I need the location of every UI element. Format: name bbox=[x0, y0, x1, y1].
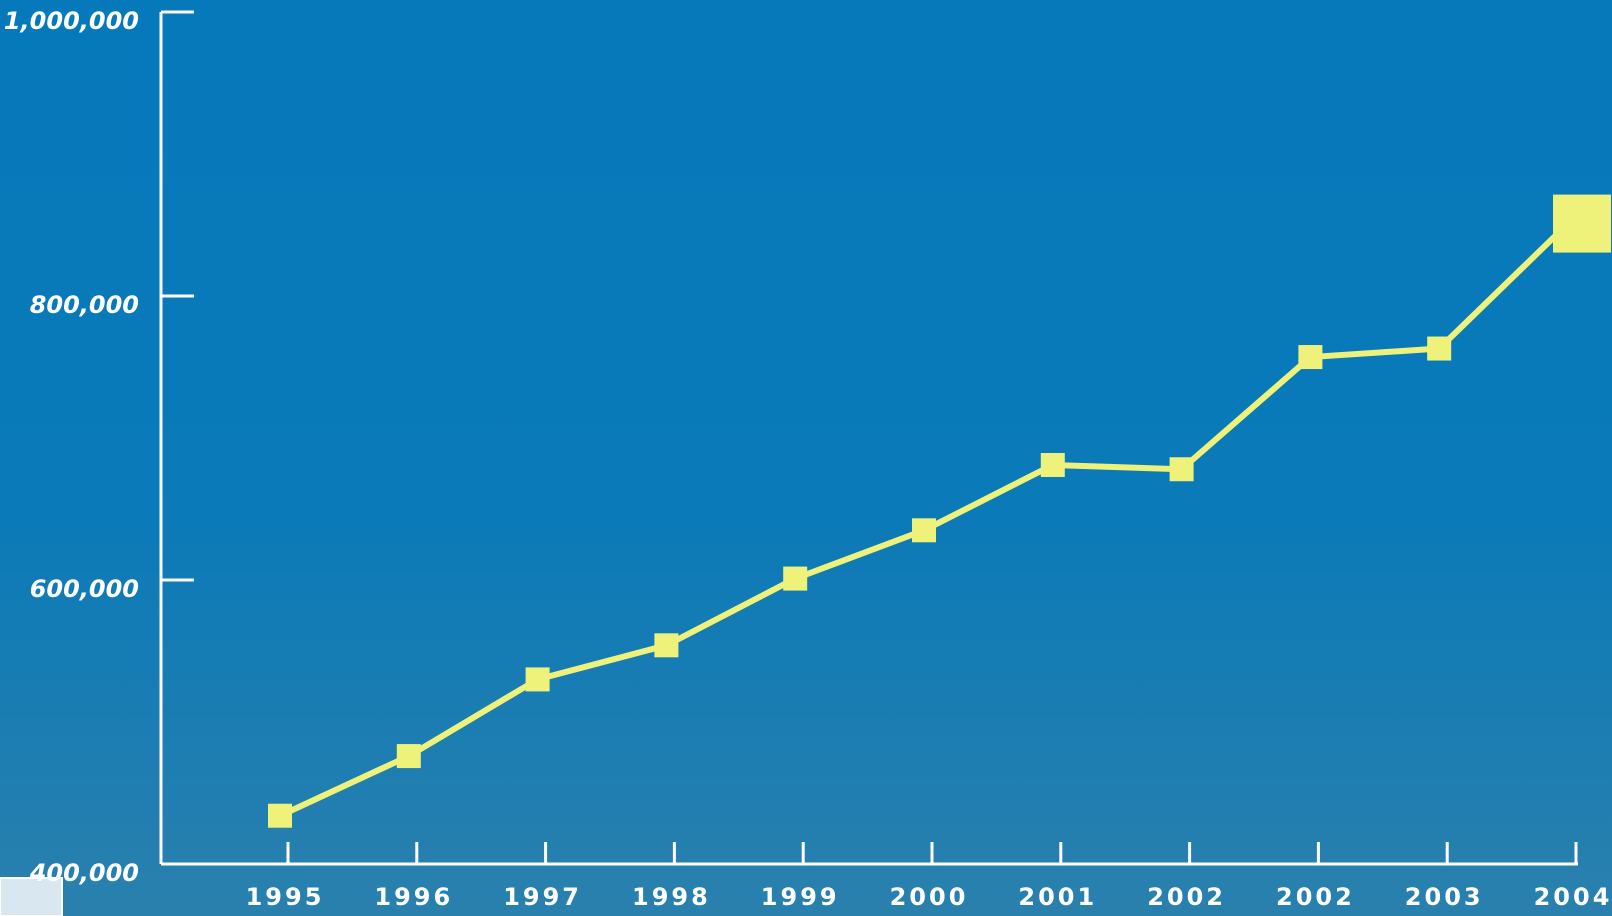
x-tick-label: 2000 bbox=[890, 883, 969, 911]
x-tick-label: 2003 bbox=[1405, 883, 1484, 911]
x-tick-label: 2002 bbox=[1276, 883, 1355, 911]
data-point bbox=[1427, 336, 1452, 361]
data-point bbox=[912, 518, 936, 543]
x-tick-label: 1996 bbox=[374, 883, 453, 911]
x-tick-label: 2002 bbox=[1147, 883, 1226, 911]
data-point bbox=[1298, 345, 1323, 370]
x-tick-label: 1995 bbox=[246, 883, 325, 911]
data-point bbox=[1040, 452, 1065, 477]
x-tick-label: 1997 bbox=[503, 883, 582, 911]
data-point bbox=[783, 566, 808, 591]
corner-icon bbox=[0, 877, 63, 916]
data-point bbox=[525, 667, 550, 692]
data-point bbox=[1553, 194, 1611, 253]
y-tick-label: 1,000,000 bbox=[4, 7, 139, 35]
data-point bbox=[396, 744, 421, 769]
y-tick-label: 400,000 bbox=[29, 859, 139, 887]
x-tick-label: 1999 bbox=[761, 883, 840, 911]
data-point bbox=[654, 633, 679, 658]
y-tick-label: 600,000 bbox=[30, 575, 139, 603]
y-tick-label: 800,000 bbox=[30, 291, 139, 319]
axes bbox=[159, 12, 1578, 866]
x-tick-label: 2001 bbox=[1018, 883, 1097, 911]
x-tick-label: 1998 bbox=[632, 883, 711, 911]
data-point bbox=[268, 803, 292, 828]
data-point bbox=[1169, 457, 1194, 482]
x-tick-label: 2004 bbox=[1534, 883, 1612, 911]
